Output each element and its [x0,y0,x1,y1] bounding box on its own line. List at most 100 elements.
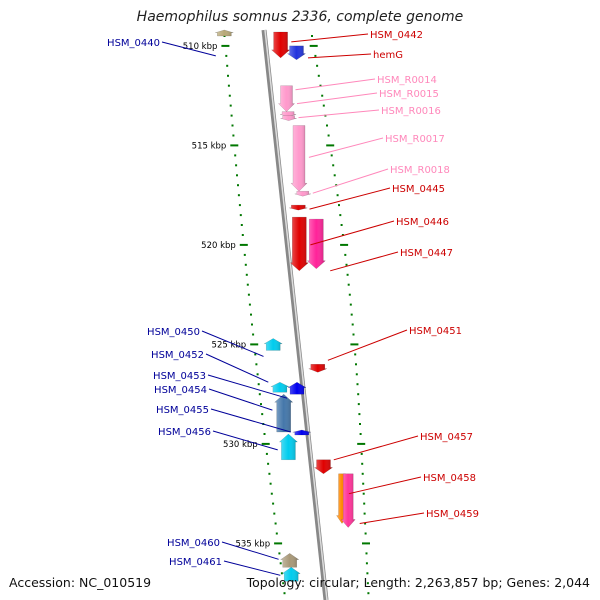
gene-hsm-0445[interactable] [289,204,308,211]
gene-hsm-0457[interactable] [313,459,334,475]
gene-label-hsm-0455[interactable]: HSM_0455 [156,405,209,416]
ruler-tick [239,243,248,246]
ruler-tick [365,562,368,565]
ruler-tick [243,253,246,256]
gene-hsm-0456[interactable] [278,433,299,461]
leader-hsm-0461 [223,560,281,576]
leader-hsm-0460 [221,541,279,560]
gene-label-hsm-0450[interactable]: HSM_0450 [147,327,200,338]
ruler-tick [247,293,250,296]
ruler-tick [260,403,262,406]
gene-label-hsm-0440[interactable]: HSM_0440 [107,38,160,49]
leader-hsm-0450 [201,330,264,357]
ruler-tick [366,582,369,585]
gene-hsm-0446[interactable] [289,216,309,272]
gene-label-hsm-0445[interactable]: HSM_0445 [392,184,445,195]
gene-label-hsm-0461[interactable]: HSM_0461 [169,557,222,568]
ruler-label-525: 525 kbp [212,340,247,350]
gene-hsm-0451[interactable] [308,364,327,373]
ruler-tick [362,492,365,495]
ruler-tick [226,64,229,67]
gene-hsm-r0014[interactable] [277,85,296,112]
ruler-tick [314,54,317,57]
leader-hsm-r0016 [298,109,380,119]
ruler-tick [309,44,318,47]
ruler-label-515: 515 kbp [192,141,227,151]
gene-hsm-0440[interactable] [215,29,234,37]
gene-label-hsm-r0015[interactable]: HSM_R0015 [379,89,439,100]
ruler-tick [362,542,370,545]
ruler-tick [356,383,359,386]
ruler-tick [362,482,365,485]
leader-hsm-0442 [291,33,369,43]
gene-hsm-0442[interactable] [270,31,291,59]
gene-label-hsm-0451[interactable]: HSM_0451 [409,326,462,337]
ruler-tick [333,174,336,177]
ruler-tick [347,283,350,286]
gene-label-hsm-0453[interactable]: HSM_0453 [153,371,206,382]
ruler-tick [364,532,367,535]
gene-hemg[interactable] [286,45,307,61]
ruler-tick [351,323,354,326]
ruler-tick [317,74,320,77]
ruler-tick [263,433,266,435]
gene-hsm-0447[interactable] [306,218,326,270]
ruler-tick [359,423,361,425]
ruler-tick [340,224,343,226]
gene-label-hemg[interactable]: hemG [373,50,403,61]
leader-hsm-0457 [333,435,419,461]
gene-label-hsm-0457[interactable]: HSM_0457 [420,432,473,443]
ruler-tick [319,84,322,87]
ruler-label-510: 510 kbp [183,42,218,52]
ruler-tick [338,204,340,207]
gene-hsm-0452[interactable] [270,381,290,393]
gene-hsm-r0017[interactable] [290,125,308,192]
gene-label-hsm-0459[interactable]: HSM_0459 [426,509,479,520]
gene-label-hsm-0446[interactable]: HSM_0446 [396,217,449,228]
leader-hsm-0446 [310,220,395,246]
ruler-tick [324,114,327,117]
ruler-tick [235,164,238,167]
backbone-highlight [264,29,328,600]
ruler-tick [364,522,367,525]
ruler-tick [363,512,366,515]
gene-label-hsm-0460[interactable]: HSM_0460 [167,538,220,549]
gene-label-hsm-0456[interactable]: HSM_0456 [158,427,211,438]
ruler-tick [311,35,313,37]
ruler-tick [345,263,348,266]
ruler-tick [239,214,242,217]
gene-hsm-r0018[interactable] [294,190,311,197]
gene-label-hsm-0452[interactable]: HSM_0452 [151,350,204,361]
gene-label-hsm-r0018[interactable]: HSM_R0018 [390,165,450,176]
ruler-tick [332,164,335,167]
ruler-tick [248,303,251,306]
gene-hsm-0459[interactable] [340,473,356,528]
gene-hsm-0454[interactable] [274,393,294,433]
ruler-tick [230,114,233,117]
leader-hsm-0447 [330,251,399,272]
ruler-tick [238,204,241,207]
ruler-labels: 510 kbp 515 kbp 520 kbp 525 kbp 530 kbp 535 k… [183,42,270,550]
ruler-tick [359,433,362,435]
ruler-tick [326,124,328,127]
ruler-tick [336,194,339,197]
gene-label-hsm-0458[interactable]: HSM_0458 [423,473,476,484]
accession-text: Accession: NC_010519 [9,575,152,590]
ruler-tick [227,74,229,77]
ruler-tick [250,313,252,316]
gene-hsm-r0016[interactable] [280,115,297,121]
gene-label-hsm-0442[interactable]: HSM_0442 [370,30,423,41]
gene-label-hsm-r0014[interactable]: HSM_R0014 [377,75,437,86]
ruler-tick [339,214,342,217]
leader-hsm-0451 [327,329,408,361]
ruler-tick [363,502,366,505]
ruler-tick [344,253,347,256]
gene-label-hsm-0454[interactable]: HSM_0454 [154,385,207,396]
ruler-tick [275,532,278,535]
gene-label-hsm-0447[interactable]: HSM_0447 [400,248,453,259]
gene-hsm-0450[interactable] [263,338,284,351]
gene-label-hsm-r0016[interactable]: HSM_R0016 [381,106,441,117]
gene-label-hsm-r0017[interactable]: HSM_R0017 [385,134,445,145]
gene-hsm-0460[interactable] [279,553,300,568]
